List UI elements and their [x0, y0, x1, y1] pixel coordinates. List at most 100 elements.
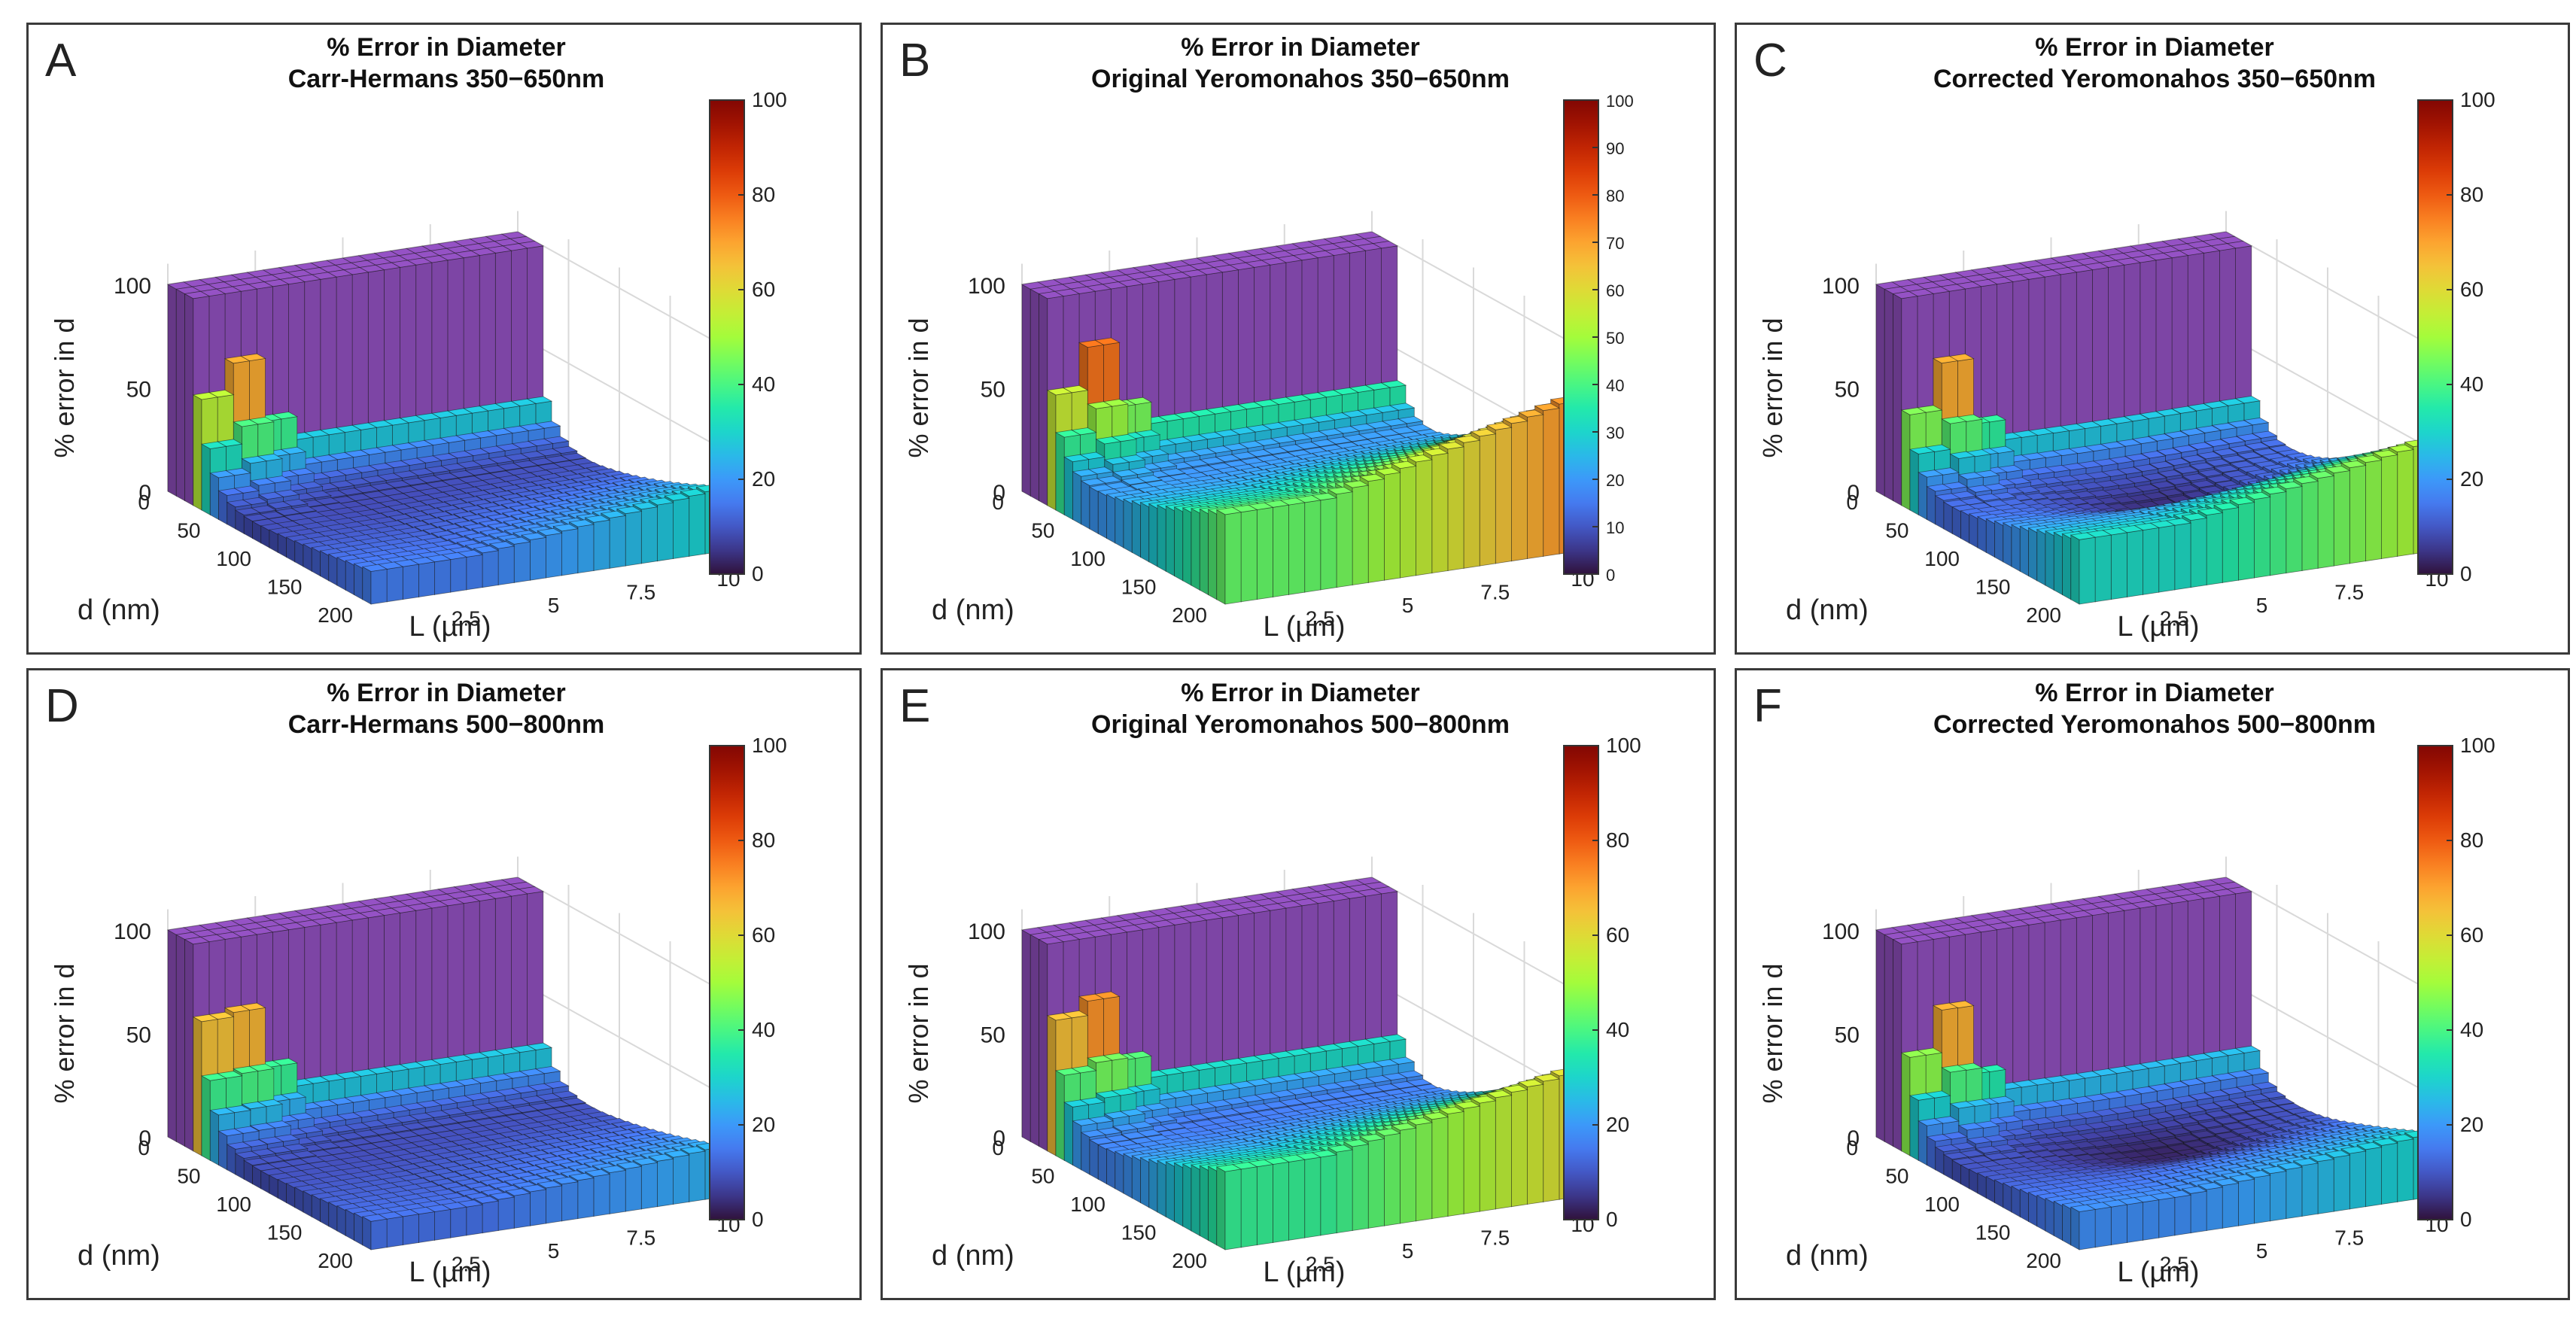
- z-tick-label: 0: [138, 481, 151, 506]
- z-axis-label: % error in d: [1757, 963, 1788, 1103]
- d-tick-label: 150: [1975, 576, 2011, 599]
- chart-title: % Error in Diameter: [327, 33, 566, 62]
- colorbar-tick-label: 40: [752, 1018, 775, 1041]
- colorbar-tick-label: 40: [2460, 372, 2483, 396]
- z-axis: 0 50 100: [968, 274, 1005, 506]
- d-tick-label: 0: [992, 1136, 1004, 1159]
- z-tick-label: 0: [993, 1126, 1005, 1151]
- colorbar-tick-label: 80: [752, 828, 775, 852]
- L-axis-label: L (µm): [1263, 611, 1345, 643]
- L-tick-label: 2.5: [1306, 607, 1335, 631]
- colorbar-tick-label: 20: [1606, 471, 1624, 490]
- bar: [1215, 506, 1242, 605]
- colorbar-gradient: [2417, 99, 2453, 575]
- colorbar-tick-label: 60: [1606, 923, 1629, 947]
- L-tick-label: 5: [2256, 594, 2268, 617]
- L-tick-label: 5: [2256, 1239, 2268, 1263]
- colorbar-tick-label: 20: [752, 467, 775, 491]
- d-tick-label: 100: [1070, 1193, 1106, 1216]
- d-tick-label: 150: [1121, 576, 1157, 599]
- d-axis: 0 50 100 150 200: [992, 1136, 1207, 1272]
- colorbar-tick-label: 100: [752, 88, 787, 111]
- d-tick-label: 100: [216, 547, 251, 570]
- colorbar: 0 20 40 60 80 100: [709, 734, 787, 1231]
- chart-panel-f: F % Error in Diameter Corrected Yeromonaho…: [1735, 668, 2570, 1300]
- d-axis: 0 50 100 150 200: [138, 491, 353, 627]
- colorbar-tick-label: 20: [2460, 467, 2483, 491]
- colorbar-tick-label: 80: [2460, 183, 2483, 206]
- colorbar-tick-label: 0: [752, 1208, 764, 1231]
- d-tick-label: 0: [1846, 491, 1858, 514]
- L-tick-label: 2.5: [2160, 1253, 2189, 1276]
- z-tick-label: 100: [968, 919, 1005, 944]
- L-axis: 2.557.510: [1306, 1213, 1595, 1276]
- d-tick-label: 200: [2026, 1249, 2061, 1272]
- chart-subtitle: Corrected Yeromonahos 500−800nm: [1933, 710, 2377, 739]
- z-tick-label: 50: [126, 378, 151, 403]
- L-axis-label: L (µm): [409, 1257, 491, 1288]
- L-tick-label: 2.5: [1306, 1253, 1335, 1276]
- L-tick-label: 5: [1402, 594, 1414, 617]
- z-tick-label: 0: [138, 1126, 151, 1151]
- chart-title: % Error in Diameter: [1181, 679, 1420, 707]
- L-tick-label: 5: [548, 594, 560, 617]
- chart-subtitle: Carr-Hermans 500−800nm: [287, 710, 605, 739]
- chart-panel-e: E % Error in Diameter Original Yeromonahos…: [880, 668, 1716, 1300]
- d-tick-label: 0: [138, 1136, 150, 1159]
- bar: [361, 1214, 388, 1251]
- panel-letter: F: [1753, 680, 1782, 732]
- colorbar-tick-label: 80: [1606, 187, 1624, 205]
- panel-letter: E: [899, 680, 931, 732]
- chart-subtitle: Original Yeromonahos 500−800nm: [1091, 710, 1510, 739]
- colorbar-tick-label: 0: [1606, 1208, 1618, 1231]
- L-tick-label: 7.5: [1480, 581, 1510, 604]
- L-tick-label: 5: [1402, 1239, 1414, 1263]
- d-tick-label: 150: [1975, 1221, 2011, 1244]
- colorbar-tick-label: 80: [2460, 828, 2483, 852]
- d-tick-label: 50: [1031, 519, 1054, 542]
- colorbar: 0 10 20 30 40 50 60 70 80 90 100: [1563, 92, 1634, 585]
- z-axis-label: % error in d: [49, 318, 80, 457]
- L-axis-label: L (µm): [1263, 1257, 1345, 1288]
- colorbar: 0 20 40 60 80 100: [709, 88, 787, 585]
- L-tick-label: 7.5: [2334, 1226, 2364, 1250]
- z-axis-label: % error in d: [903, 963, 934, 1103]
- d-axis: 0 50 100 150 200: [138, 1136, 353, 1272]
- L-axis-label: L (µm): [409, 611, 491, 643]
- d-axis-label: d (nm): [932, 1240, 1014, 1272]
- d-tick-label: 150: [267, 1221, 303, 1244]
- colorbar-tick-label: 60: [1606, 281, 1624, 300]
- z-axis: 0 50 100: [114, 274, 151, 506]
- colorbar-tick-label: 80: [1606, 828, 1629, 852]
- d-axis-label: d (nm): [78, 594, 160, 626]
- colorbar-tick-label: 100: [1606, 734, 1641, 757]
- d-axis: 0 50 100 150 200: [1846, 491, 2061, 627]
- colorbar-tick-label: 50: [1606, 329, 1624, 348]
- colorbar-tick-label: 100: [2460, 88, 2495, 111]
- d-tick-label: 50: [177, 1165, 200, 1188]
- d-tick-label: 200: [2026, 603, 2061, 627]
- z-tick-label: 100: [1822, 919, 1860, 944]
- d-axis-label: d (nm): [1786, 594, 1869, 626]
- d-tick-label: 100: [1070, 547, 1106, 570]
- L-tick-label: 2.5: [2160, 607, 2189, 631]
- colorbar-tick-label: 60: [752, 278, 775, 301]
- colorbar-tick-label: 80: [752, 183, 775, 206]
- panel-letter: D: [45, 680, 79, 732]
- chart-title: % Error in Diameter: [2035, 33, 2274, 62]
- chart-panel-b: B % Error in Diameter Original Yeromonahos…: [880, 23, 1716, 655]
- z-axis: 0 50 100: [114, 919, 151, 1151]
- colorbar-tick-label: 0: [2460, 1208, 2472, 1231]
- colorbar-tick-label: 30: [1606, 424, 1624, 442]
- chart-subtitle: Corrected Yeromonahos 350−650nm: [1933, 65, 2377, 93]
- d-tick-label: 200: [1172, 603, 1207, 627]
- chart-title: % Error in Diameter: [327, 679, 566, 707]
- L-tick-label: 7.5: [2334, 581, 2364, 604]
- bar: [1215, 1164, 1242, 1251]
- colorbar-tick-label: 90: [1606, 139, 1624, 158]
- d-tick-label: 100: [216, 1193, 251, 1216]
- z-tick-label: 100: [1822, 274, 1860, 299]
- colorbar-tick-label: 40: [2460, 1018, 2483, 1041]
